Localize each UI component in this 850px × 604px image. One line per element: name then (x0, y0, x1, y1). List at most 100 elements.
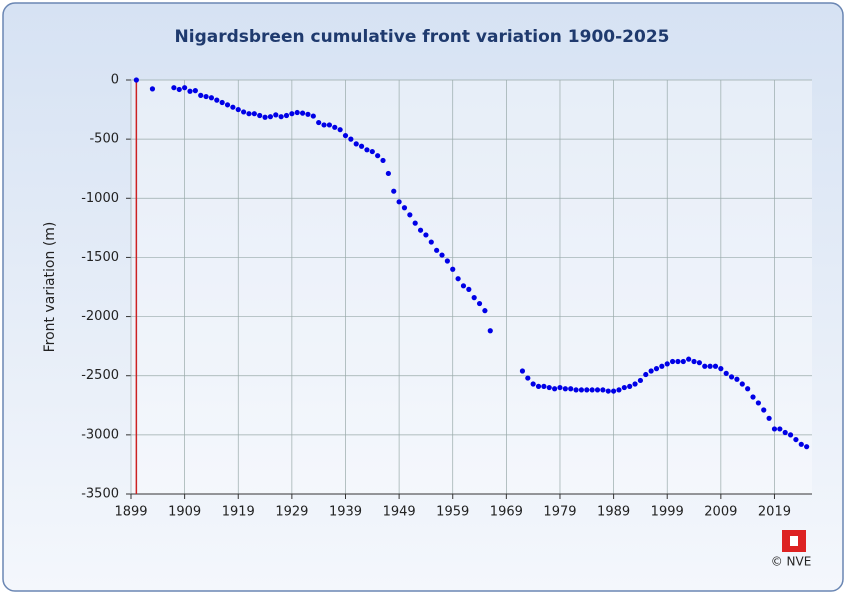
point (407, 212, 413, 218)
point (627, 383, 633, 389)
point (460, 283, 467, 289)
point (739, 381, 745, 387)
point (396, 199, 402, 205)
panel (2, 2, 844, 592)
point (230, 104, 236, 110)
y-tick-label: -500 (89, 132, 119, 147)
point (766, 415, 772, 421)
point (793, 436, 799, 443)
point (557, 384, 563, 391)
point (782, 429, 788, 436)
point (771, 426, 778, 432)
x-tick-label: 1899 (114, 505, 147, 520)
point (466, 286, 472, 292)
point (267, 114, 274, 120)
point (755, 400, 761, 406)
x-tick-label: 1989 (597, 505, 630, 520)
point (686, 356, 692, 362)
y-tick-label: -2500 (81, 368, 119, 383)
point (482, 308, 488, 314)
point (552, 386, 558, 392)
point (299, 110, 306, 116)
point (535, 383, 542, 389)
logo-mark (790, 536, 798, 546)
point (353, 141, 359, 147)
x-tick-label: 2009 (704, 505, 737, 520)
point (589, 387, 595, 393)
point (707, 363, 713, 369)
x-tick-label: 1939 (329, 505, 362, 520)
x-tick-label: 1949 (383, 505, 416, 520)
point (428, 239, 434, 245)
point (675, 358, 681, 365)
point (133, 77, 139, 83)
point (487, 328, 493, 334)
x-tick-label: 1979 (543, 505, 576, 520)
point (471, 295, 477, 301)
point (412, 220, 418, 226)
point (750, 394, 756, 400)
point (219, 99, 225, 106)
point (224, 102, 231, 108)
point (192, 88, 198, 94)
point (546, 384, 552, 391)
point (455, 276, 461, 282)
point (450, 266, 456, 272)
point (664, 361, 670, 367)
point (364, 147, 370, 153)
point (380, 157, 386, 164)
point (278, 114, 284, 120)
point (562, 386, 568, 392)
x-tick-label: 1919 (222, 505, 255, 520)
point (241, 109, 247, 115)
y-tick-label: -3500 (81, 487, 119, 502)
x-tick-label: 1929 (275, 505, 308, 520)
point (584, 387, 590, 393)
x-tick-label: 1959 (436, 505, 469, 520)
point (187, 88, 193, 94)
point (342, 132, 349, 139)
point (594, 387, 601, 393)
x-tick-label: 1999 (651, 505, 684, 520)
point (476, 300, 483, 307)
point (171, 85, 177, 91)
point (326, 122, 333, 128)
y-tick-label: -1000 (81, 191, 119, 206)
point (659, 363, 665, 369)
point (648, 368, 654, 374)
y-tick-label: -1500 (81, 250, 119, 265)
x-tick-label: 2019 (758, 505, 791, 520)
y-tick-label: 0 (111, 73, 119, 88)
point (621, 384, 627, 391)
point (262, 114, 268, 120)
credit: © NVE (771, 555, 812, 569)
y-tick-label: -3000 (81, 427, 119, 442)
point (417, 227, 424, 233)
point (519, 368, 526, 374)
point (358, 143, 365, 149)
point (375, 153, 381, 159)
point (761, 407, 767, 413)
point (310, 113, 316, 119)
y-tick-label: -2000 (81, 309, 119, 324)
point (283, 112, 290, 119)
point (530, 381, 536, 387)
point (305, 111, 311, 117)
x-tick-label: 1909 (168, 505, 201, 520)
point (321, 122, 327, 128)
point (214, 97, 220, 103)
point (669, 358, 676, 365)
point (182, 85, 188, 91)
point (718, 366, 724, 372)
plot-area (131, 80, 812, 494)
point (777, 426, 783, 432)
point (804, 444, 810, 450)
point (401, 205, 408, 211)
point (691, 358, 697, 365)
point (702, 363, 708, 369)
point (203, 93, 209, 100)
point (605, 388, 611, 394)
point (208, 95, 215, 101)
x-tick-label: 1969 (490, 505, 523, 520)
